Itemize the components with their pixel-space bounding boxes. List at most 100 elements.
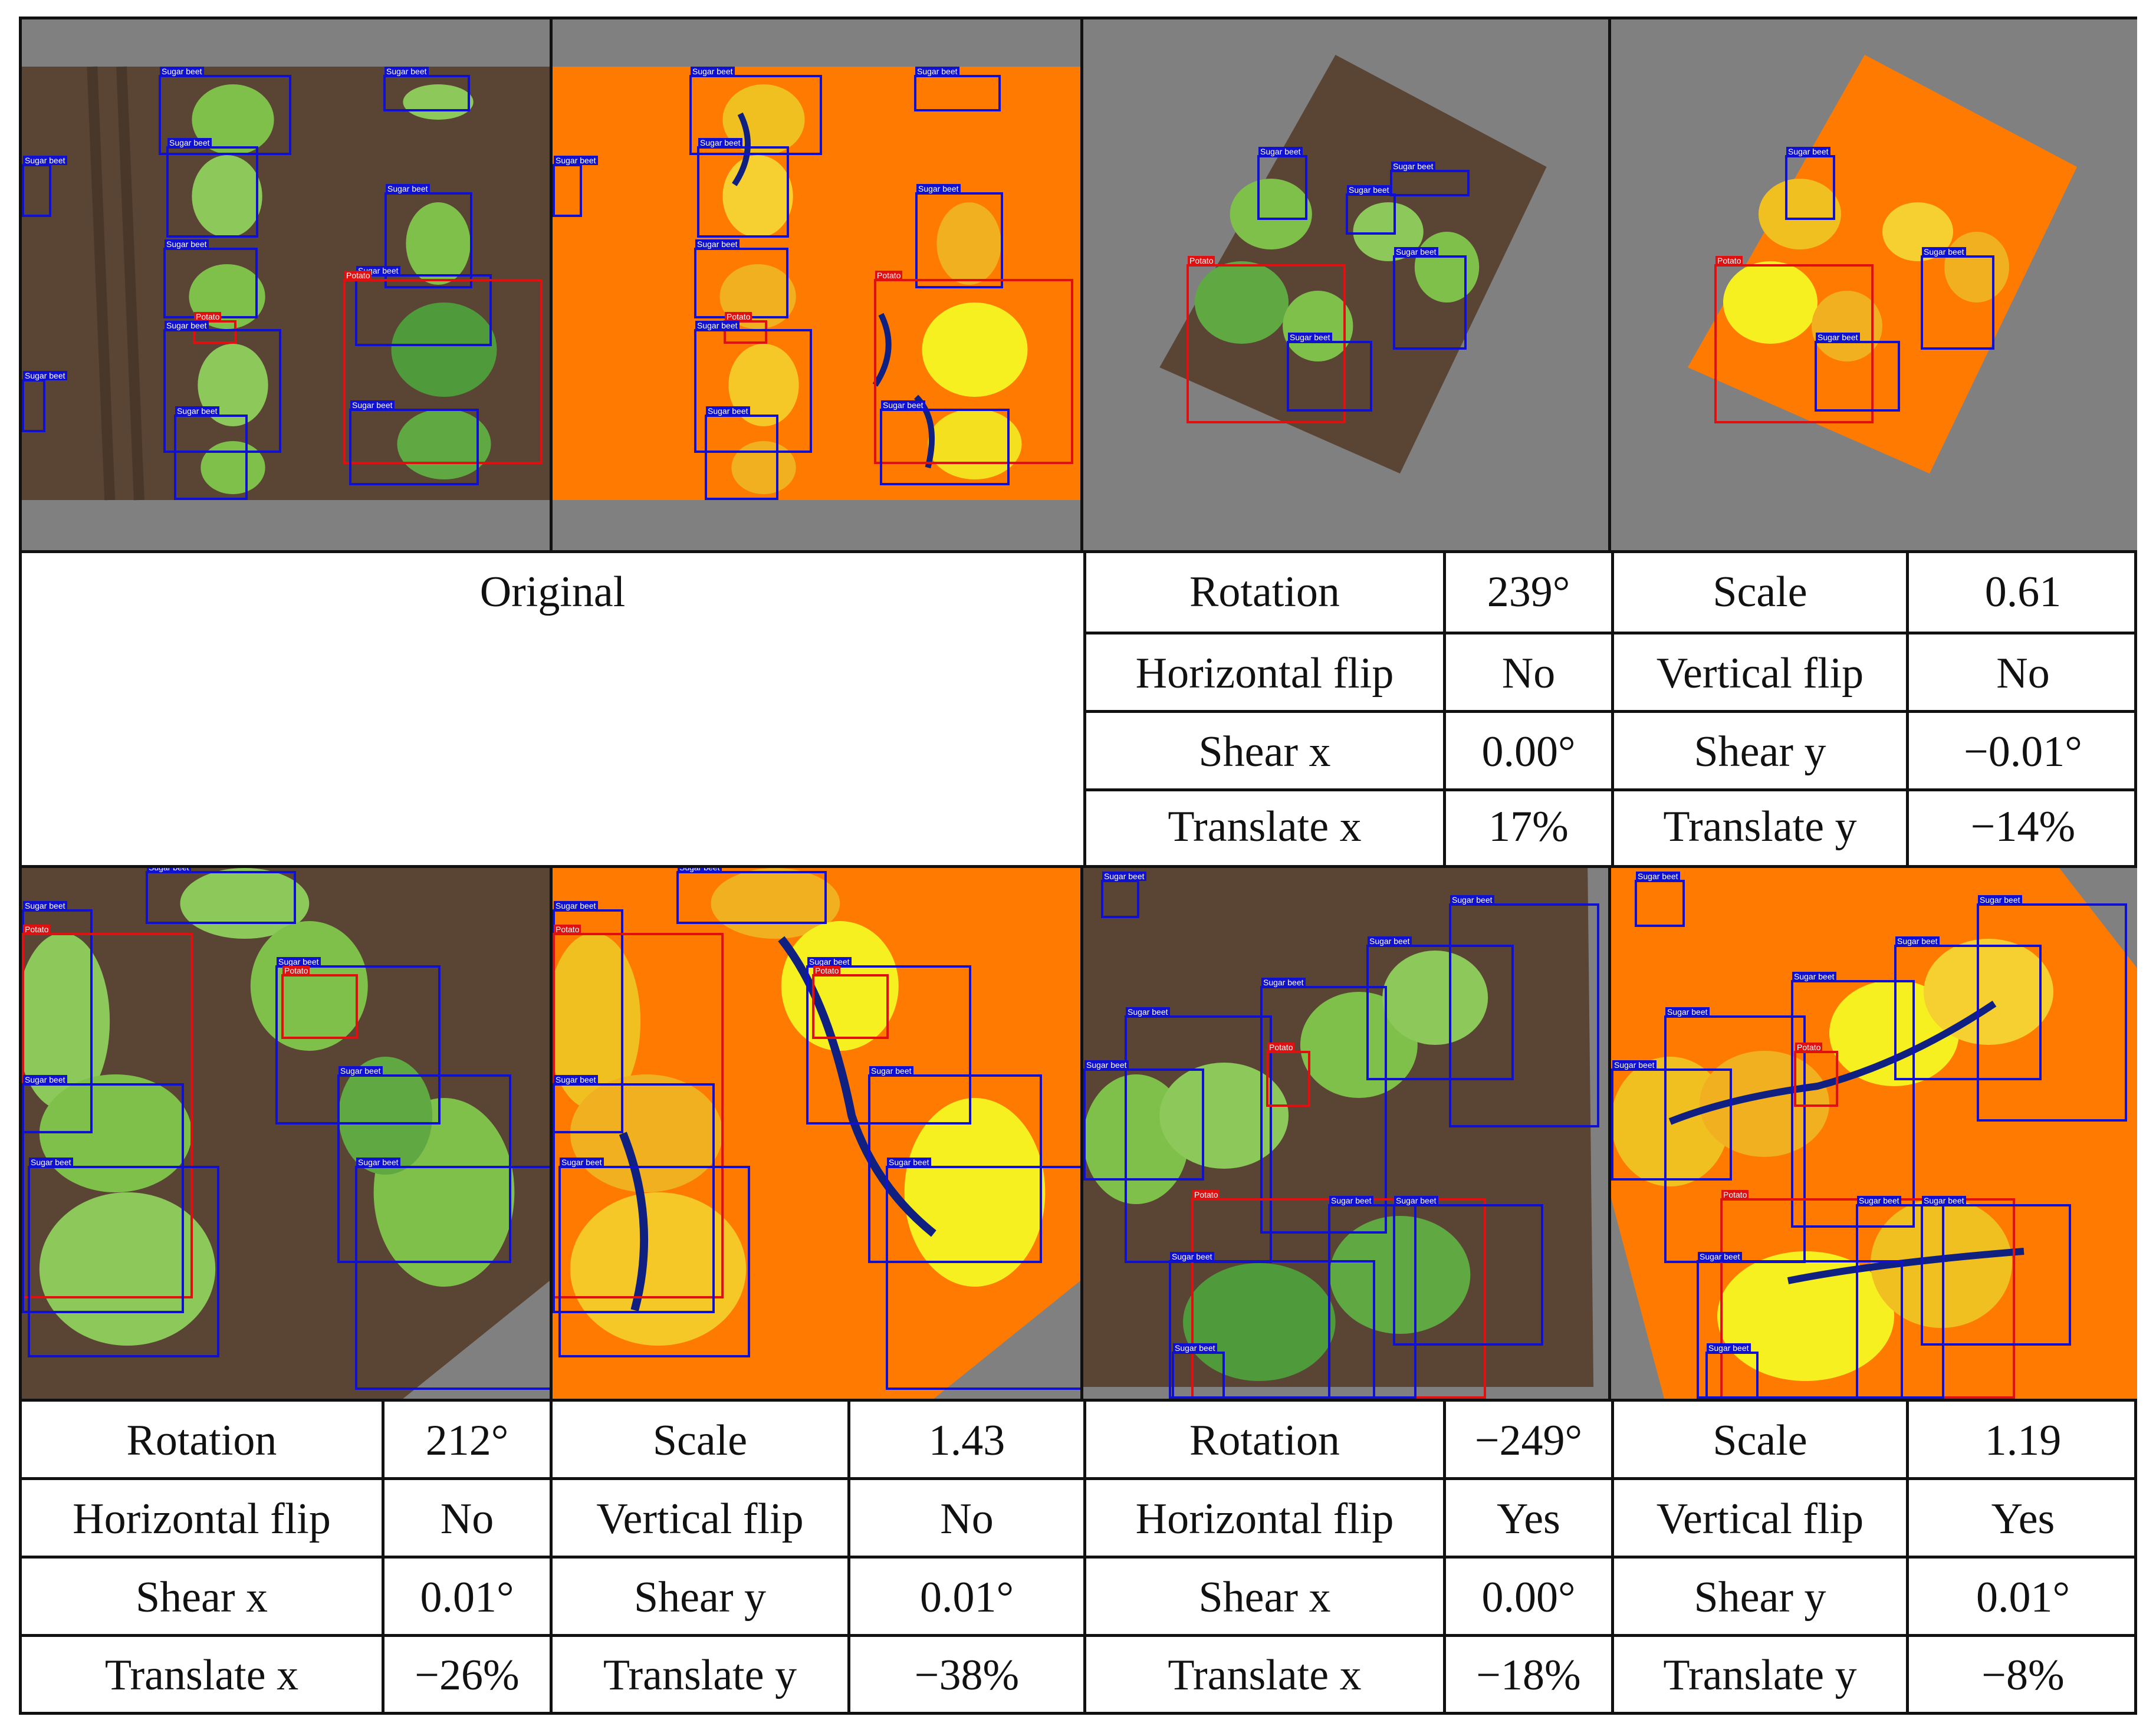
sugar-beet-box: Sugar beet bbox=[1921, 247, 1994, 350]
sugar-beet-label: Sugar beet bbox=[1329, 1196, 1373, 1205]
sugar-beet-box: Sugar beet bbox=[1791, 972, 1915, 1228]
sugar-beet-label: Sugar beet bbox=[160, 67, 204, 76]
translatey-value: −38% bbox=[914, 1650, 1020, 1699]
sugar-beet-box: Sugar beet bbox=[22, 371, 67, 432]
sugar-beet-label: Sugar beet bbox=[554, 156, 598, 165]
sugar-beet-box: Sugar beet bbox=[1393, 1196, 1543, 1346]
sugar-beet-label: Sugar beet bbox=[1922, 247, 1966, 257]
translatey-label: Translate y bbox=[1663, 1650, 1857, 1699]
rotation-value: −249° bbox=[1474, 1416, 1583, 1465]
sugar-beet-label: Sugar beet bbox=[23, 1075, 67, 1084]
shearx-value: 0.01° bbox=[420, 1573, 514, 1622]
potato-box: Potato bbox=[812, 966, 889, 1039]
potato-label: Potato bbox=[344, 271, 372, 280]
sugar-beet-label: Sugar beet bbox=[147, 868, 191, 872]
translatey-value: −8% bbox=[1981, 1650, 2065, 1699]
sugar-beet-box: Sugar beet bbox=[1785, 147, 1835, 220]
translatey-label: Translate y bbox=[603, 1650, 797, 1699]
sugar-beet-label: Sugar beet bbox=[1792, 972, 1836, 981]
scale-label: Scale bbox=[1713, 1416, 1807, 1465]
sugar-beet-box: Sugar beet bbox=[1366, 936, 1514, 1080]
sugar-beet-label: Sugar beet bbox=[1391, 162, 1435, 171]
sugar-beet-box: Sugar beet bbox=[694, 321, 812, 453]
sugar-beet-label: Sugar beet bbox=[1857, 1196, 1901, 1205]
sugar-beet-box: Sugar beet bbox=[1287, 333, 1372, 412]
hflip-label: Horizontal flip bbox=[73, 1495, 331, 1543]
potato-box: Potato bbox=[193, 312, 236, 344]
sugar-beet-box: Sugar beet bbox=[383, 67, 470, 111]
augmented-rgb-image-1: Sugar beet Sugar beet Potato Sugar beet … bbox=[1083, 19, 1611, 550]
sugar-beet-label: Sugar beet bbox=[384, 67, 429, 76]
potato-label: Potato bbox=[282, 966, 310, 975]
hflip-value: No bbox=[440, 1495, 494, 1543]
original-caption: Original bbox=[479, 568, 626, 616]
original-depth-image: Sugar beet Sugar beet Sugar beet Sugar b… bbox=[553, 19, 1083, 550]
translatex-label: Translate x bbox=[1168, 1650, 1362, 1699]
sugar-beet-box: Sugar beet bbox=[337, 1066, 511, 1263]
sugar-beet-label: Sugar beet bbox=[869, 1066, 913, 1076]
potato-box: Potato bbox=[1187, 256, 1346, 423]
sugar-beet-box: Sugar beet bbox=[384, 184, 472, 288]
sheary-value: 0.01° bbox=[919, 1573, 1014, 1622]
sugar-beet-label: Sugar beet bbox=[887, 1158, 931, 1167]
translatey-label: Translate y bbox=[1663, 803, 1857, 851]
hflip-value: No bbox=[1501, 649, 1556, 698]
sugar-beet-box: Sugar beet bbox=[689, 67, 822, 155]
sugar-beet-label: Sugar beet bbox=[1450, 895, 1494, 905]
sugar-beet-box: Sugar beet bbox=[275, 957, 441, 1125]
potato-box: Potato bbox=[724, 312, 767, 344]
sugar-beet-label: Sugar beet bbox=[1786, 147, 1830, 156]
sugar-beet-box: Sugar beet bbox=[1449, 895, 1599, 1127]
sugar-beet-label: Sugar beet bbox=[678, 868, 722, 872]
augmentation-figure: Sugar beet Sugar beet Sugar beet Sugar b… bbox=[19, 17, 2137, 1715]
scale-value: 1.43 bbox=[928, 1416, 1005, 1465]
sugar-beet-label: Sugar beet bbox=[560, 1158, 604, 1167]
sugar-beet-label: Sugar beet bbox=[1978, 895, 2022, 905]
sugar-beet-box: Sugar beet bbox=[1390, 162, 1470, 196]
potato-label: Potato bbox=[554, 925, 581, 934]
sugar-beet-label: Sugar beet bbox=[1258, 147, 1303, 156]
shearx-label: Shear x bbox=[136, 1573, 268, 1622]
sugar-beet-label: Sugar beet bbox=[807, 957, 852, 966]
translatex-label: Translate x bbox=[1168, 803, 1362, 851]
sugar-beet-label: Sugar beet bbox=[1126, 1007, 1170, 1017]
sugar-beet-label: Sugar beet bbox=[23, 156, 67, 165]
potato-label: Potato bbox=[1715, 256, 1743, 265]
vflip-value: No bbox=[940, 1495, 994, 1543]
sugar-beet-box: Sugar beet bbox=[558, 1158, 750, 1357]
scale-label: Scale bbox=[652, 1416, 748, 1465]
sugar-beet-box: Sugar beet bbox=[1894, 936, 2042, 1080]
sugar-beet-box: Sugar beet bbox=[1705, 1343, 1759, 1399]
sugar-beet-label: Sugar beet bbox=[695, 239, 740, 249]
sugar-beet-box: Sugar beet bbox=[676, 868, 827, 924]
sugar-beet-box: Sugar beet bbox=[146, 868, 296, 924]
sugar-beet-label: Sugar beet bbox=[1816, 333, 1860, 342]
sugar-beet-box: Sugar beet bbox=[355, 266, 492, 346]
sugar-beet-label: Sugar beet bbox=[175, 406, 219, 416]
sugar-beet-label: Sugar beet bbox=[167, 138, 212, 147]
sugar-beet-box: Sugar beet bbox=[1635, 872, 1685, 927]
augmented-depth-image-1: Sugar beet Potato Sugar beet Sugar beet bbox=[1611, 19, 2137, 550]
rotation-label: Rotation bbox=[1189, 1416, 1340, 1465]
sugar-beet-label: Sugar beet bbox=[165, 239, 209, 249]
augmented-rgb-image-2: Sugar beet Sugar beet Potato Sugar beet … bbox=[22, 868, 553, 1399]
rotation-value: 239° bbox=[1487, 568, 1570, 616]
sugar-beet-box: Sugar beet bbox=[1169, 1252, 1375, 1399]
sugar-beet-label: Sugar beet bbox=[691, 67, 735, 76]
potato-label: Potato bbox=[813, 966, 841, 975]
translatex-value: −26% bbox=[415, 1650, 520, 1699]
augmented-rgb-image-3: Sugar beet Sugar beet Sugar beet Sugar b… bbox=[1083, 868, 1611, 1399]
potato-box: Potato bbox=[1794, 1043, 1838, 1107]
shearx-label: Shear x bbox=[1198, 1573, 1331, 1622]
potato-label: Potato bbox=[875, 271, 903, 280]
sugar-beet-label: Sugar beet bbox=[386, 184, 430, 193]
rotation-value: 212° bbox=[425, 1416, 509, 1465]
translatex-value: −18% bbox=[1476, 1650, 1581, 1699]
sugar-beet-box: Sugar beet bbox=[349, 400, 479, 485]
sugar-beet-label: Sugar beet bbox=[915, 67, 959, 76]
sugar-beet-box: Sugar beet bbox=[1172, 1343, 1225, 1399]
sugar-beet-box: Sugar beet bbox=[697, 138, 789, 238]
sugar-beet-box: Sugar beet bbox=[174, 406, 248, 500]
potato-box: Potato bbox=[281, 966, 358, 1039]
sugar-beet-label: Sugar beet bbox=[1636, 872, 1680, 881]
